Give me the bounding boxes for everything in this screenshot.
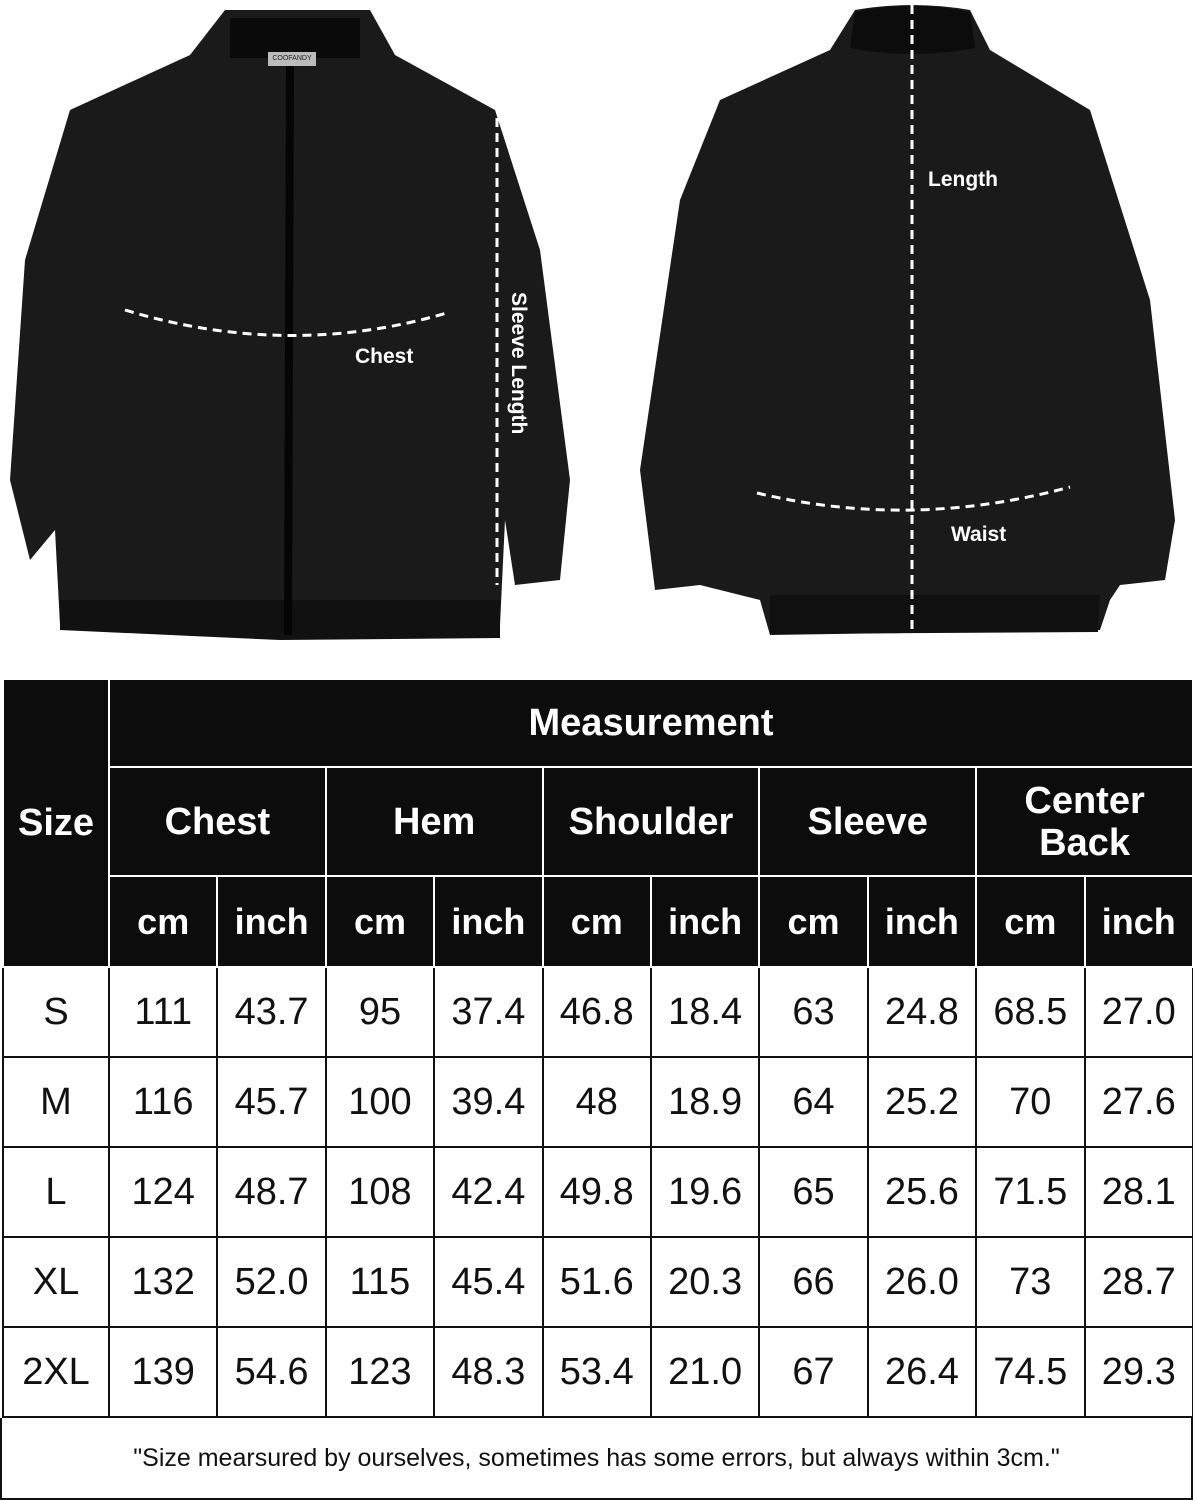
value-cell: 111 — [107, 966, 219, 1058]
unit-header: cm — [107, 875, 219, 968]
measurement-header: Measurement — [107, 678, 1193, 768]
value-cell: 68.5 — [975, 966, 1086, 1058]
value-cell: 48.3 — [433, 1326, 544, 1418]
size-note: "Size mearsured by ourselves, sometimes … — [0, 1418, 1193, 1500]
value-cell: 42.4 — [433, 1146, 544, 1238]
back-jacket-image: Length Waist — [640, 5, 1175, 635]
size-cell: S — [2, 966, 110, 1058]
value-cell: 66 — [758, 1236, 869, 1328]
waist-label: Waist — [951, 523, 1006, 546]
brand-tag — [268, 52, 316, 66]
value-cell: 70 — [975, 1056, 1086, 1148]
hem-header: Hem — [324, 766, 544, 877]
table-row: M 116 45.7 100 39.4 48 18.9 64 25.2 70 27.6 — [2, 1056, 1193, 1148]
value-cell: 64 — [758, 1056, 869, 1148]
unit-header: inch — [649, 875, 761, 968]
value-cell: 28.7 — [1083, 1236, 1193, 1328]
value-cell: 52.0 — [216, 1236, 327, 1328]
value-cell: 54.6 — [216, 1326, 327, 1418]
unit-header: cm — [758, 875, 869, 968]
unit-header: cm — [541, 875, 652, 968]
table-row: 2XL 139 54.6 123 48.3 53.4 21.0 67 26.4 74.5 29.3 — [2, 1326, 1193, 1418]
value-cell: 100 — [324, 1056, 436, 1148]
value-cell: 45.7 — [216, 1056, 327, 1148]
value-cell: 132 — [107, 1236, 219, 1328]
value-cell: 25.2 — [866, 1056, 978, 1148]
value-cell: 26.0 — [866, 1236, 978, 1328]
front-jacket-image: COOFANDY Chest Sleeve Length — [10, 10, 570, 640]
value-cell: 65 — [758, 1146, 869, 1238]
value-cell: 115 — [324, 1236, 436, 1328]
value-cell: 18.9 — [649, 1056, 761, 1148]
sleeve-length-label: Sleeve Length — [507, 292, 530, 434]
chest-label: Chest — [355, 345, 413, 368]
value-cell: 43.7 — [216, 966, 327, 1058]
value-cell: 45.4 — [433, 1236, 544, 1328]
value-cell: 29.3 — [1083, 1326, 1193, 1418]
value-cell: 71.5 — [975, 1146, 1086, 1238]
size-chart-table: Size Measurement Chest Hem Shoulder Slee… — [2, 678, 1193, 1418]
jacket-photos: COOFANDY Chest Sleeve Length Length Wais… — [10, 5, 1175, 640]
size-cell: L — [2, 1146, 110, 1238]
table-row: L 124 48.7 108 42.4 49.8 19.6 65 25.6 71.5 28.1 — [2, 1146, 1193, 1238]
value-cell: 26.4 — [866, 1326, 978, 1418]
length-label: Length — [928, 168, 998, 191]
value-cell: 19.6 — [649, 1146, 761, 1238]
unit-header: inch — [1083, 875, 1193, 968]
value-cell: 67 — [758, 1326, 869, 1418]
unit-header: inch — [866, 875, 978, 968]
value-cell: 27.6 — [1083, 1056, 1193, 1148]
value-cell: 116 — [107, 1056, 219, 1148]
value-cell: 37.4 — [433, 966, 544, 1058]
size-header: Size — [2, 678, 110, 968]
size-cell: M — [2, 1056, 110, 1148]
value-cell: 28.1 — [1083, 1146, 1193, 1238]
value-cell: 108 — [324, 1146, 436, 1238]
value-cell: 49.8 — [541, 1146, 652, 1238]
value-cell: 63 — [758, 966, 869, 1058]
brand-label: COOFANDY — [272, 55, 312, 62]
value-cell: 18.4 — [649, 966, 761, 1058]
value-cell: 95 — [324, 966, 436, 1058]
value-cell: 25.6 — [866, 1146, 978, 1238]
unit-header: cm — [324, 875, 436, 968]
sleeve-header: Sleeve — [758, 766, 978, 877]
value-cell: 20.3 — [649, 1236, 761, 1328]
table-row: S 111 43.7 95 37.4 46.8 18.4 63 24.8 68.5 27.0 — [2, 966, 1193, 1058]
value-cell: 21.0 — [649, 1326, 761, 1418]
unit-header: inch — [433, 875, 544, 968]
value-cell: 139 — [107, 1326, 219, 1418]
value-cell: 24.8 — [866, 966, 978, 1058]
value-cell: 123 — [324, 1326, 436, 1418]
size-cell: XL — [2, 1236, 110, 1328]
value-cell: 48 — [541, 1056, 652, 1148]
unit-header: inch — [216, 875, 327, 968]
shoulder-header: Shoulder — [541, 766, 761, 877]
center-back-header: Center Back — [975, 766, 1193, 877]
chest-header: Chest — [108, 766, 327, 877]
value-cell: 27.0 — [1083, 966, 1193, 1058]
value-cell: 53.4 — [541, 1326, 652, 1418]
value-cell: 124 — [107, 1146, 219, 1238]
value-cell: 74.5 — [975, 1326, 1086, 1418]
table-row: XL 132 52.0 115 45.4 51.6 20.3 66 26.0 73 28.7 — [2, 1236, 1193, 1328]
value-cell: 48.7 — [216, 1146, 327, 1238]
value-cell: 73 — [975, 1236, 1086, 1328]
unit-header: cm — [975, 875, 1086, 968]
size-cell: 2XL — [2, 1326, 110, 1418]
value-cell: 51.6 — [541, 1236, 652, 1328]
value-cell: 39.4 — [433, 1056, 544, 1148]
value-cell: 46.8 — [541, 966, 652, 1058]
